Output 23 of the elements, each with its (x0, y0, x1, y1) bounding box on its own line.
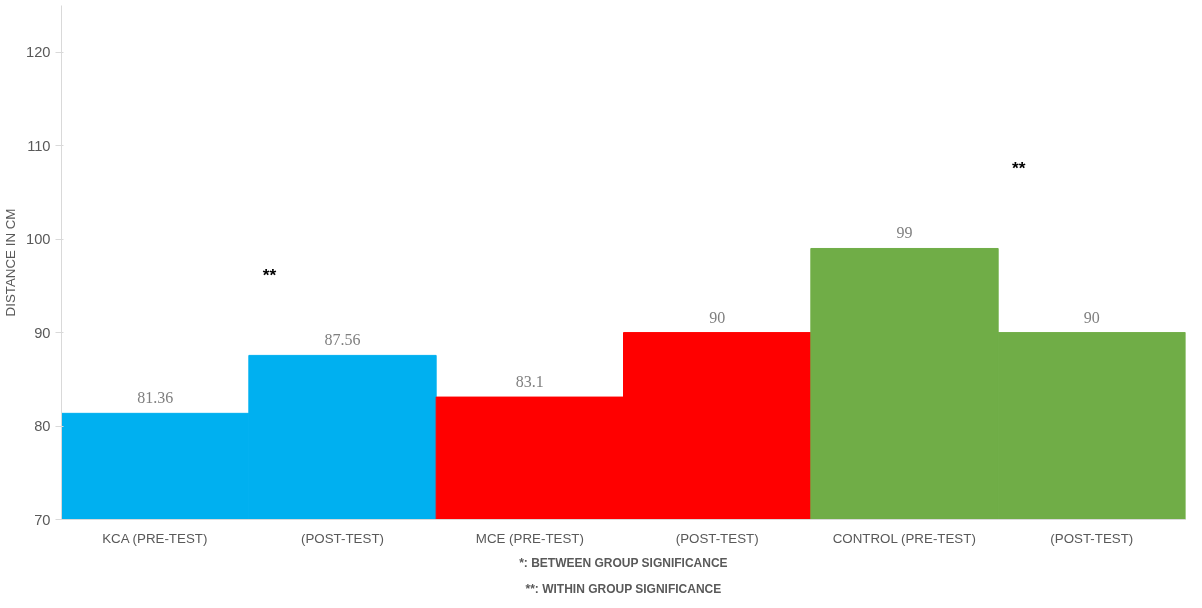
annotation: ** (1012, 158, 1026, 179)
y-tick-label: 120 (26, 44, 51, 61)
x-tick-label: (POST-TEST) (1050, 530, 1134, 546)
y-tick-label: 80 (34, 418, 51, 435)
y-tick-label: 90 (34, 324, 51, 341)
y-tick-label: 100 (26, 231, 51, 248)
x-tick-label: KCA (PRE-TEST) (102, 530, 208, 546)
data-label: 90 (709, 308, 726, 326)
y-tick-label: 110 (27, 137, 51, 154)
annotation: ** (262, 265, 277, 286)
x-tick-label: MCE (PRE-TEST) (475, 530, 584, 546)
data-label: 87.56 (324, 331, 361, 349)
text: *: BETWEEN GROUP SIGNIFICANCE (519, 555, 728, 570)
y-tick-label: 70 (34, 511, 51, 528)
text: **: WITHIN GROUP SIGNIFICANCE (525, 581, 722, 596)
y-axis-title: DISTANCE IN CM (3, 208, 19, 317)
data-label: 83.1 (515, 373, 544, 391)
x-tick-label: (POST-TEST) (675, 530, 759, 546)
x-tick-label: (POST-TEST) (301, 530, 384, 546)
data-label: 90 (1083, 308, 1100, 326)
data-label: 99 (896, 224, 913, 242)
x-tick-label: CONTROL (PRE-TEST) (832, 530, 976, 546)
data-label: 81.36 (137, 389, 174, 407)
